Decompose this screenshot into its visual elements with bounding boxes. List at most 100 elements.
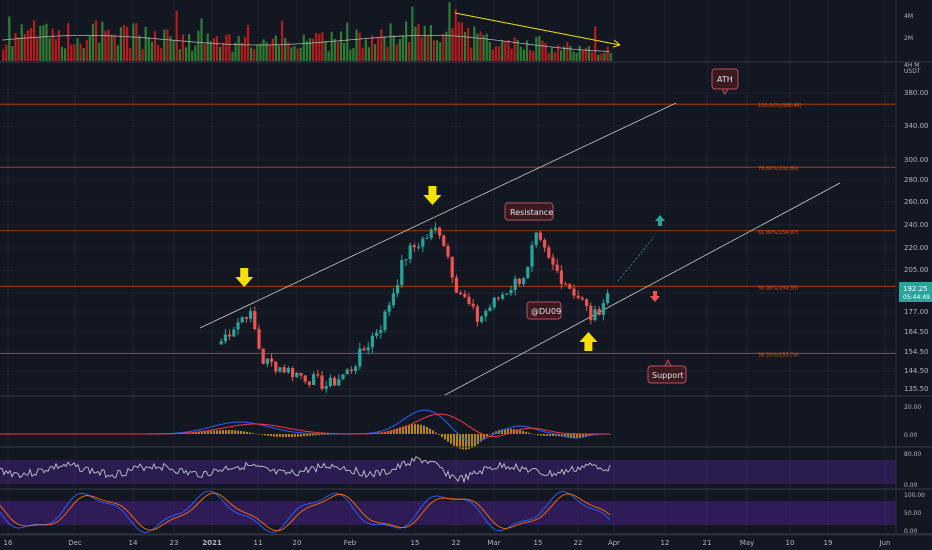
candle[interactable] bbox=[509, 285, 513, 297]
candle[interactable] bbox=[232, 327, 236, 338]
macd-pane[interactable]: 20.00 0.00 bbox=[0, 404, 921, 450]
candle[interactable] bbox=[467, 292, 471, 306]
candle[interactable] bbox=[425, 234, 429, 239]
candle[interactable] bbox=[387, 301, 391, 317]
candle[interactable] bbox=[291, 366, 295, 382]
candle[interactable] bbox=[265, 358, 269, 367]
candle[interactable] bbox=[253, 306, 257, 331]
candle[interactable] bbox=[576, 290, 580, 300]
candle[interactable] bbox=[606, 289, 610, 305]
candle[interactable] bbox=[593, 305, 597, 322]
candle[interactable] bbox=[375, 329, 379, 339]
candle[interactable] bbox=[370, 332, 374, 353]
candle[interactable] bbox=[396, 279, 400, 297]
candle[interactable] bbox=[530, 241, 534, 272]
pane-separators[interactable] bbox=[0, 61, 932, 535]
support-label[interactable]: Support bbox=[647, 358, 687, 384]
candle[interactable] bbox=[589, 302, 593, 325]
candle[interactable] bbox=[261, 348, 265, 365]
candle[interactable] bbox=[543, 238, 547, 252]
candle[interactable] bbox=[505, 293, 509, 296]
candle[interactable] bbox=[534, 232, 538, 248]
candle[interactable] bbox=[522, 276, 526, 287]
candle[interactable] bbox=[496, 296, 500, 301]
candle[interactable] bbox=[328, 374, 332, 388]
candle[interactable] bbox=[341, 373, 345, 381]
candle[interactable] bbox=[366, 341, 370, 355]
candle[interactable] bbox=[244, 316, 248, 323]
candle[interactable] bbox=[299, 372, 303, 380]
candle[interactable] bbox=[362, 345, 366, 352]
candle[interactable] bbox=[580, 295, 584, 301]
candle[interactable] bbox=[249, 307, 253, 323]
candle[interactable] bbox=[312, 371, 316, 386]
candle[interactable] bbox=[412, 243, 416, 252]
candle[interactable] bbox=[278, 366, 282, 374]
author-label[interactable]: @DU09 bbox=[526, 301, 562, 320]
candle[interactable] bbox=[358, 342, 362, 370]
time-axis[interactable]: 16 Dec 14 23 2021 11 20 Feb 15 22 Mar 15 22 Apr 12 21 Ma… bbox=[0, 534, 932, 547]
candle[interactable] bbox=[282, 364, 286, 373]
candle[interactable] bbox=[257, 324, 261, 350]
candle[interactable] bbox=[274, 360, 278, 375]
candle[interactable] bbox=[383, 309, 387, 333]
candle[interactable] bbox=[270, 353, 274, 367]
candle[interactable] bbox=[471, 299, 475, 310]
candle[interactable] bbox=[454, 274, 458, 293]
candle[interactable] bbox=[488, 304, 492, 312]
candle[interactable] bbox=[379, 324, 383, 339]
candle[interactable] bbox=[601, 299, 605, 321]
candle[interactable] bbox=[240, 315, 244, 323]
candle[interactable] bbox=[568, 283, 572, 290]
candle[interactable] bbox=[433, 222, 437, 234]
candle[interactable] bbox=[538, 230, 542, 242]
candle[interactable] bbox=[404, 258, 408, 267]
candlestick-series[interactable] bbox=[219, 222, 610, 393]
candle[interactable] bbox=[236, 318, 240, 335]
candle[interactable] bbox=[463, 290, 467, 299]
candle[interactable] bbox=[337, 374, 341, 386]
ath-label[interactable]: ATH bbox=[711, 68, 739, 95]
candle[interactable] bbox=[572, 284, 576, 299]
candle[interactable] bbox=[400, 254, 404, 288]
candle[interactable] bbox=[345, 367, 349, 375]
candle[interactable] bbox=[459, 290, 463, 296]
candle[interactable] bbox=[597, 306, 601, 316]
candle[interactable] bbox=[585, 298, 589, 311]
rsi-pane[interactable]: 80.00 0.00 bbox=[0, 451, 921, 489]
candle[interactable] bbox=[333, 375, 337, 386]
candle[interactable] bbox=[446, 243, 450, 259]
candle[interactable] bbox=[442, 234, 446, 248]
candle[interactable] bbox=[417, 242, 421, 251]
volume-pane[interactable]: 4M 2M bbox=[1, 2, 913, 62]
candle[interactable] bbox=[555, 258, 559, 274]
candle[interactable] bbox=[438, 226, 442, 240]
candle[interactable] bbox=[559, 265, 563, 289]
candle[interactable] bbox=[429, 227, 433, 241]
candle[interactable] bbox=[564, 281, 568, 285]
candle[interactable] bbox=[484, 308, 488, 322]
candle[interactable] bbox=[547, 244, 551, 260]
stoch-rsi-pane[interactable]: 100.00 50.00 0.00 bbox=[0, 490, 925, 535]
candle[interactable] bbox=[501, 291, 505, 301]
candle[interactable] bbox=[526, 266, 530, 279]
candle[interactable] bbox=[513, 275, 517, 296]
candle[interactable] bbox=[450, 256, 454, 284]
candle[interactable] bbox=[391, 288, 395, 309]
candle[interactable] bbox=[223, 328, 227, 345]
candle[interactable] bbox=[303, 375, 307, 384]
candle[interactable] bbox=[316, 369, 320, 379]
candle[interactable] bbox=[286, 366, 290, 374]
candle[interactable] bbox=[492, 296, 496, 310]
candle[interactable] bbox=[421, 236, 425, 253]
candle[interactable] bbox=[219, 338, 223, 345]
current-price-tag[interactable]: 192.25 05:44:49 bbox=[899, 282, 932, 302]
resistance-label[interactable]: Resistance bbox=[504, 202, 554, 221]
candle[interactable] bbox=[295, 372, 299, 378]
candle[interactable] bbox=[307, 380, 311, 388]
candle[interactable] bbox=[480, 315, 484, 324]
candle[interactable] bbox=[551, 253, 555, 271]
candle[interactable] bbox=[408, 242, 412, 264]
candle[interactable] bbox=[475, 304, 479, 327]
